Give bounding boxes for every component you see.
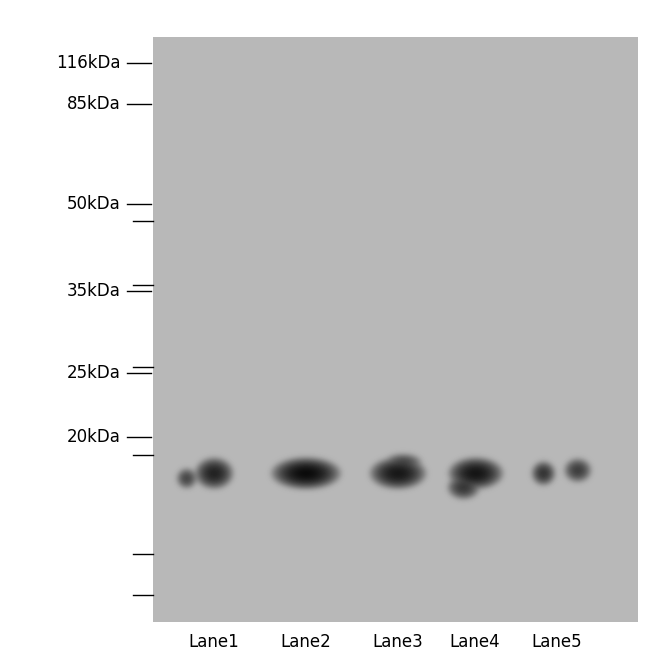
Text: Lane1: Lane1: [188, 633, 239, 650]
Text: 25kDa: 25kDa: [67, 364, 121, 382]
Text: 50kDa: 50kDa: [67, 195, 121, 212]
Text: 20kDa: 20kDa: [67, 429, 121, 446]
Text: 35kDa: 35kDa: [67, 282, 121, 300]
Text: 116kDa: 116kDa: [56, 54, 121, 73]
Text: 85kDa: 85kDa: [67, 95, 121, 113]
Text: Lane4: Lane4: [449, 633, 500, 650]
Text: Lane2: Lane2: [280, 633, 331, 650]
Text: Lane3: Lane3: [372, 633, 422, 650]
Text: Lane5: Lane5: [532, 633, 582, 650]
